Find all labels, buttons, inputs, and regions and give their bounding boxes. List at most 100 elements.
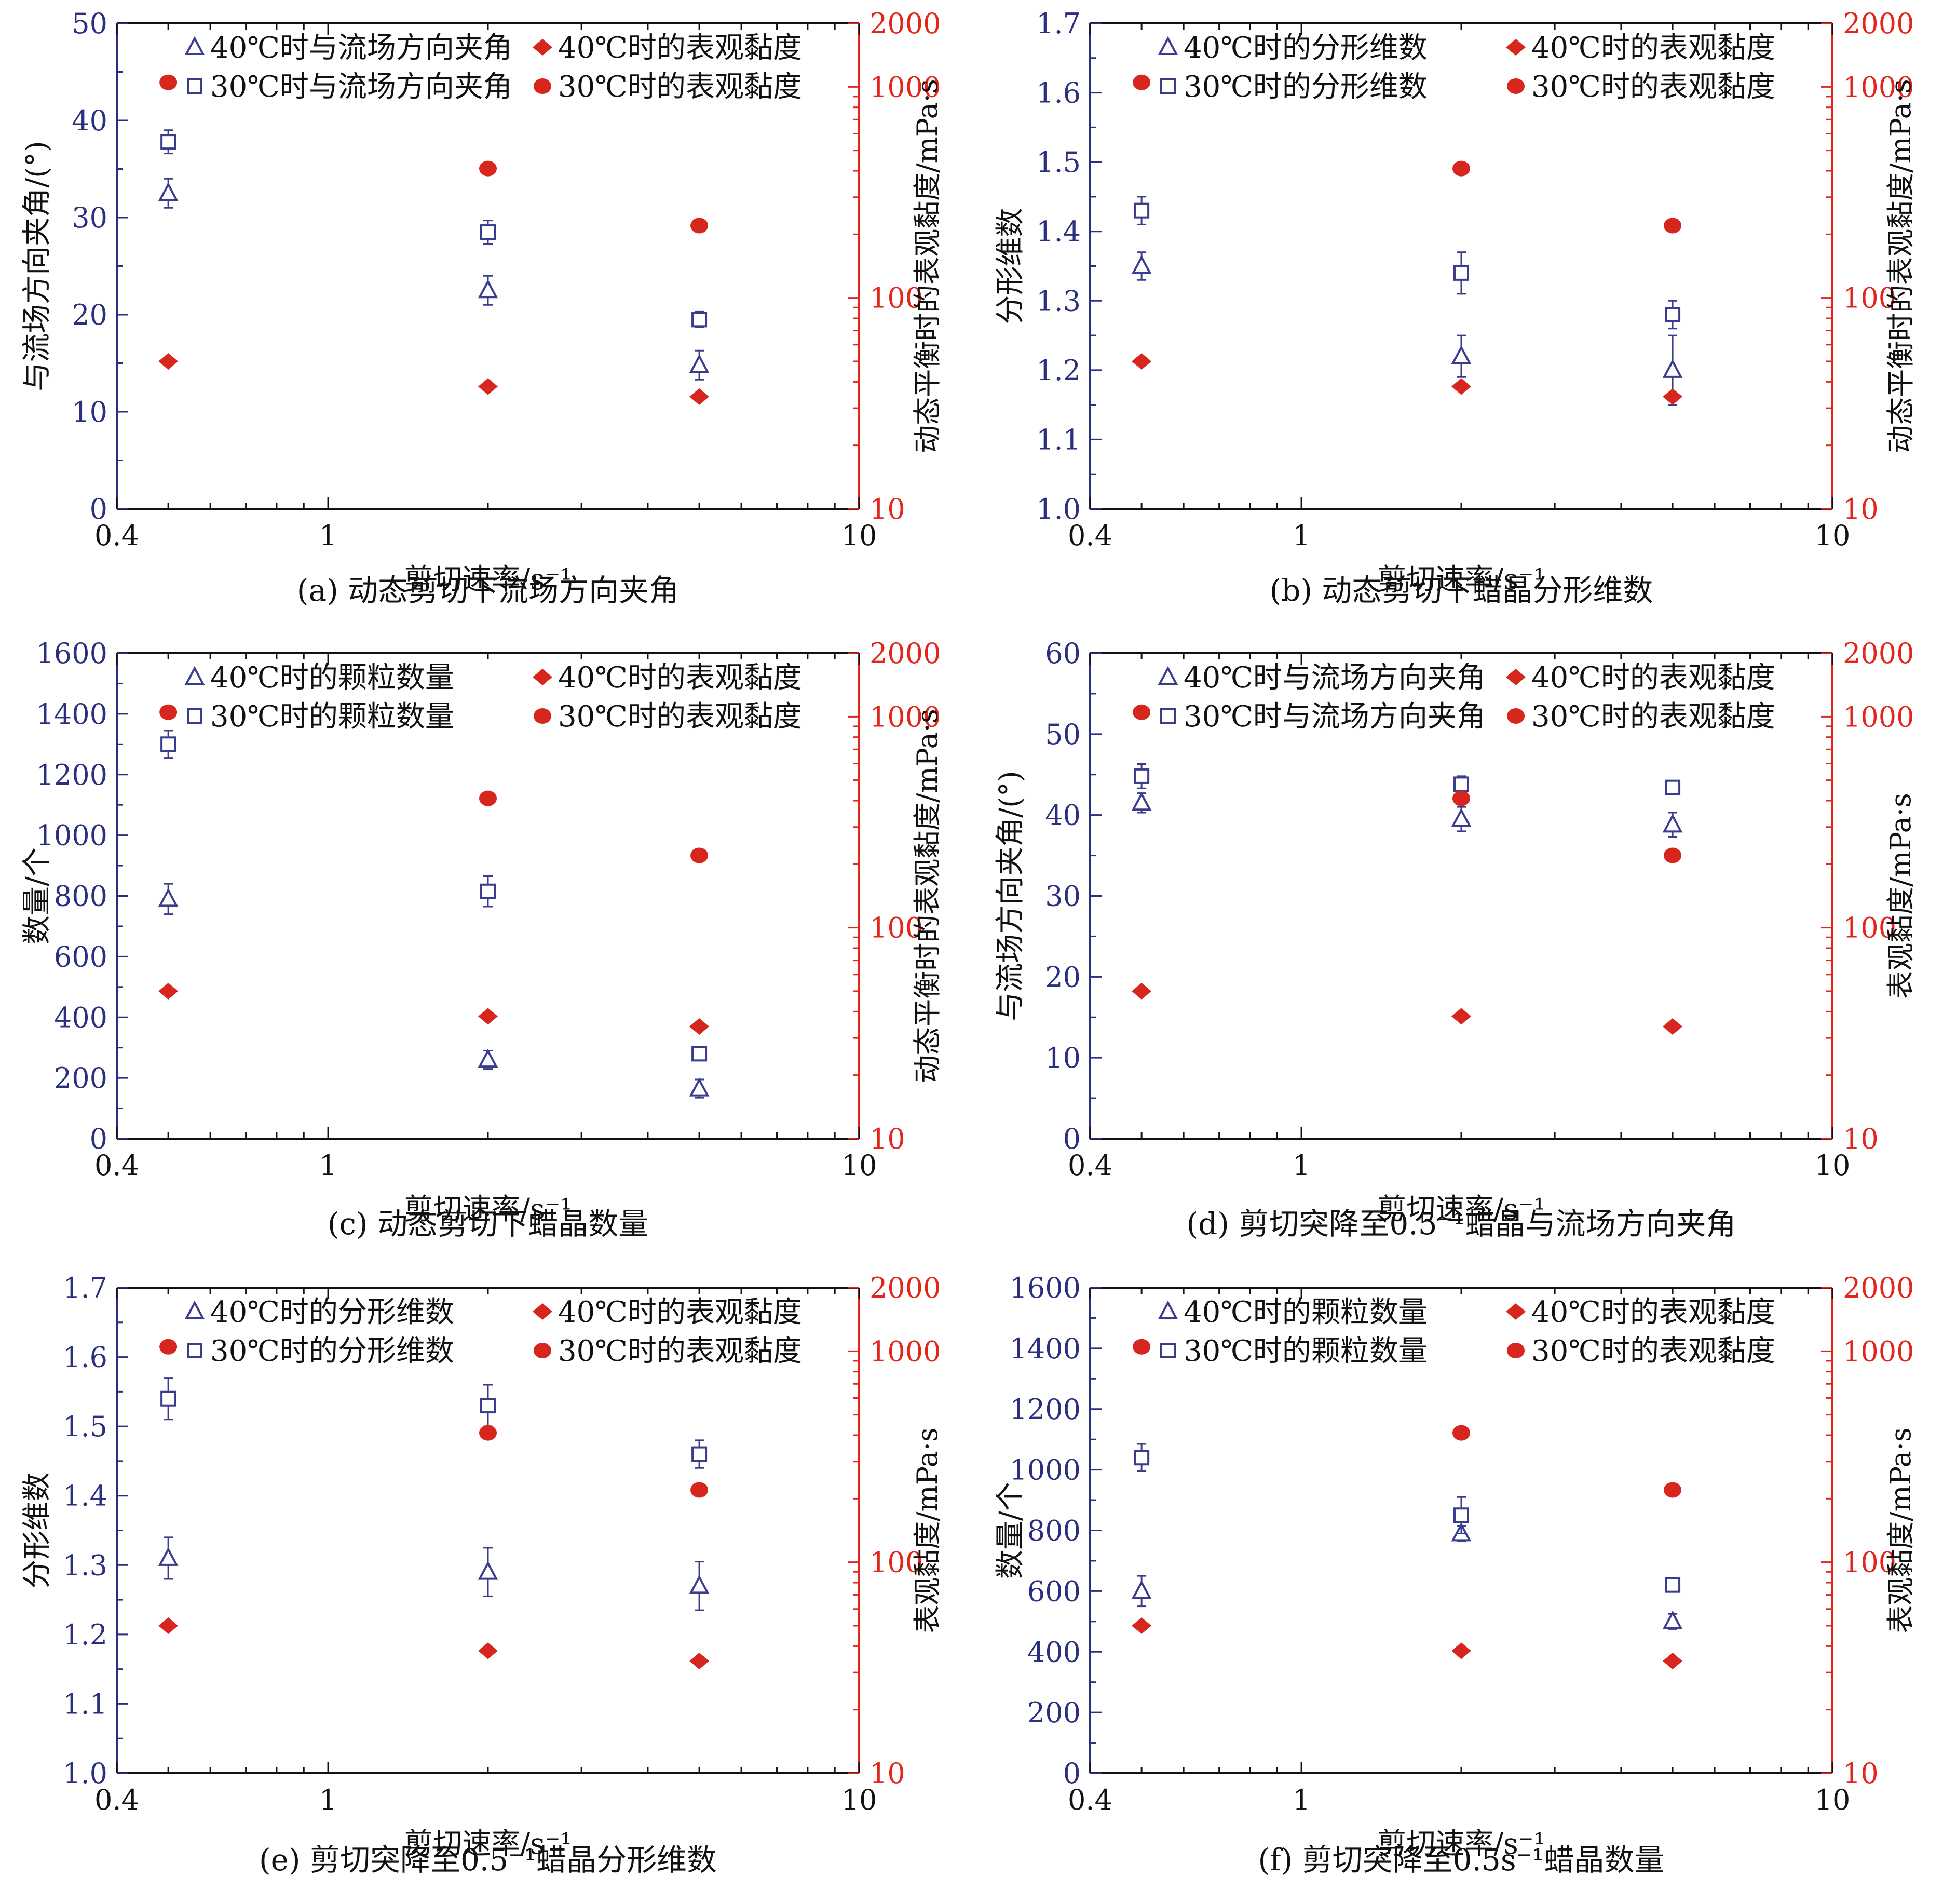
- right-tick-label: 100: [1843, 1546, 1896, 1579]
- legend-marker-circle: [534, 78, 551, 94]
- data-point-circle: [1133, 704, 1151, 720]
- left-tick-label: 1600: [1010, 1272, 1081, 1304]
- legend-label: 40℃时与流场方向夹角: [210, 31, 512, 65]
- left-tick-label: 0: [90, 493, 107, 525]
- left-tick-label: 1.1: [1036, 423, 1081, 456]
- left-axis-label: 数量/个: [994, 1482, 1027, 1579]
- data-point-triangle: [478, 279, 498, 299]
- legend-marker-triangle: [1158, 666, 1178, 685]
- x-axis-label: 剪切速率/s⁻¹: [404, 1827, 572, 1861]
- data-point-square: [1134, 1450, 1150, 1466]
- data-point-diamond: [1451, 1008, 1471, 1025]
- left-tick-label: 20: [72, 299, 107, 331]
- left-tick-label: 1400: [36, 698, 107, 731]
- data-point-square: [1665, 307, 1681, 322]
- data-point-triangle: [1131, 255, 1152, 274]
- x-tick-label: 0.4: [94, 1149, 139, 1182]
- left-tick-label: 1.0: [1036, 493, 1081, 525]
- left-tick-label: 1.6: [63, 1341, 107, 1374]
- x-tick-label: 10: [841, 1784, 877, 1816]
- right-tick-label: 10: [1843, 493, 1879, 525]
- left-tick-label: 1.7: [1036, 7, 1081, 40]
- legend-marker-circle: [534, 708, 551, 724]
- x-tick-label: 0.4: [94, 1784, 139, 1816]
- data-point-diamond: [478, 1008, 498, 1025]
- left-tick-label: 1.2: [63, 1618, 107, 1651]
- x-tick-label: 1: [319, 1784, 337, 1816]
- data-point-triangle: [158, 1547, 179, 1566]
- legend-marker-triangle: [1158, 36, 1178, 55]
- x-tick-label: 10: [841, 519, 877, 552]
- legend-marker-diamond: [1506, 39, 1526, 56]
- data-point-circle: [690, 1482, 709, 1498]
- legend-label: 30℃时与流场方向夹角: [1184, 700, 1486, 734]
- left-axis-label: 与流场方向夹角/(°): [994, 771, 1027, 1021]
- data-point-square: [1134, 768, 1150, 784]
- x-tick-label: 0.4: [1068, 1784, 1112, 1816]
- data-point-diamond: [689, 1653, 710, 1670]
- data-point-triangle: [689, 354, 710, 373]
- data-point-square: [1665, 779, 1681, 795]
- left-tick-label: 1.3: [63, 1549, 107, 1582]
- data-point-circle: [479, 1425, 497, 1441]
- legend-label: 30℃时的表观黏度: [558, 70, 802, 104]
- data-point-square: [691, 312, 708, 328]
- left-tick-label: 10: [1045, 1042, 1081, 1074]
- legend-marker-diamond: [1506, 669, 1526, 685]
- data-point-square: [691, 1446, 708, 1462]
- x-axis-label: 剪切速率/s⁻¹: [404, 563, 572, 597]
- data-point-circle: [1133, 74, 1151, 90]
- data-point-triangle: [689, 1077, 710, 1097]
- right-tick-label: 2000: [869, 7, 941, 40]
- data-point-circle: [159, 704, 178, 720]
- legend-label: 40℃时的表观黏度: [1531, 1295, 1775, 1329]
- data-point-triangle: [478, 1048, 498, 1068]
- legend-label: 30℃时的分形维数: [210, 1334, 454, 1368]
- right-tick-label: 2000: [1843, 7, 1914, 40]
- data-point-circle: [479, 160, 497, 177]
- legend-label: 30℃时的分形维数: [1184, 70, 1428, 104]
- legend-label: 40℃时的表观黏度: [558, 1295, 802, 1329]
- left-tick-label: 1400: [1010, 1332, 1081, 1365]
- data-point-diamond: [689, 388, 710, 406]
- data-point-square: [1665, 1577, 1681, 1593]
- right-tick-label: 100: [1843, 912, 1896, 944]
- data-point-diamond: [158, 1617, 179, 1634]
- panel-caption-a: (a) 动态剪切下流场方向夹角: [296, 573, 680, 608]
- x-tick-label: 1: [1293, 1784, 1310, 1816]
- right-tick-label: 100: [869, 1546, 923, 1579]
- data-point-diamond: [1451, 1642, 1471, 1659]
- data-point-square: [1134, 202, 1150, 219]
- data-point-triangle: [1662, 1610, 1683, 1629]
- data-point-square: [1453, 265, 1469, 281]
- data-point-triangle: [1451, 345, 1472, 364]
- data-point-circle: [479, 790, 497, 806]
- right-axis-label: 表观黏度/mPa·s: [1884, 1427, 1917, 1633]
- legend-label: 40℃时的颗粒数量: [210, 661, 454, 695]
- data-point-diamond: [1451, 378, 1471, 395]
- right-tick-label: 1000: [869, 700, 941, 733]
- left-tick-label: 1000: [36, 819, 107, 852]
- data-point-diamond: [689, 1018, 710, 1035]
- legend-marker-diamond: [533, 1303, 552, 1320]
- right-axis-label: 动态平衡时的表观黏度/mPa·s: [911, 709, 944, 1083]
- left-axis-label: 数量/个: [20, 847, 54, 944]
- right-tick-label: 100: [1843, 282, 1896, 315]
- left-tick-label: 0: [1063, 1757, 1081, 1790]
- data-point-circle: [1452, 790, 1470, 806]
- data-point-triangle: [478, 1561, 498, 1580]
- legend-label: 30℃时的颗粒数量: [1184, 1334, 1428, 1368]
- legend-label: 30℃时的表观黏度: [1531, 1334, 1775, 1368]
- left-tick-label: 800: [1027, 1515, 1081, 1547]
- data-point-circle: [159, 1339, 178, 1355]
- left-tick-label: 1000: [1010, 1454, 1081, 1487]
- data-point-square: [1453, 1507, 1469, 1523]
- right-tick-label: 10: [869, 1757, 905, 1790]
- left-tick-label: 800: [54, 880, 107, 913]
- x-tick-label: 1: [1293, 1149, 1310, 1182]
